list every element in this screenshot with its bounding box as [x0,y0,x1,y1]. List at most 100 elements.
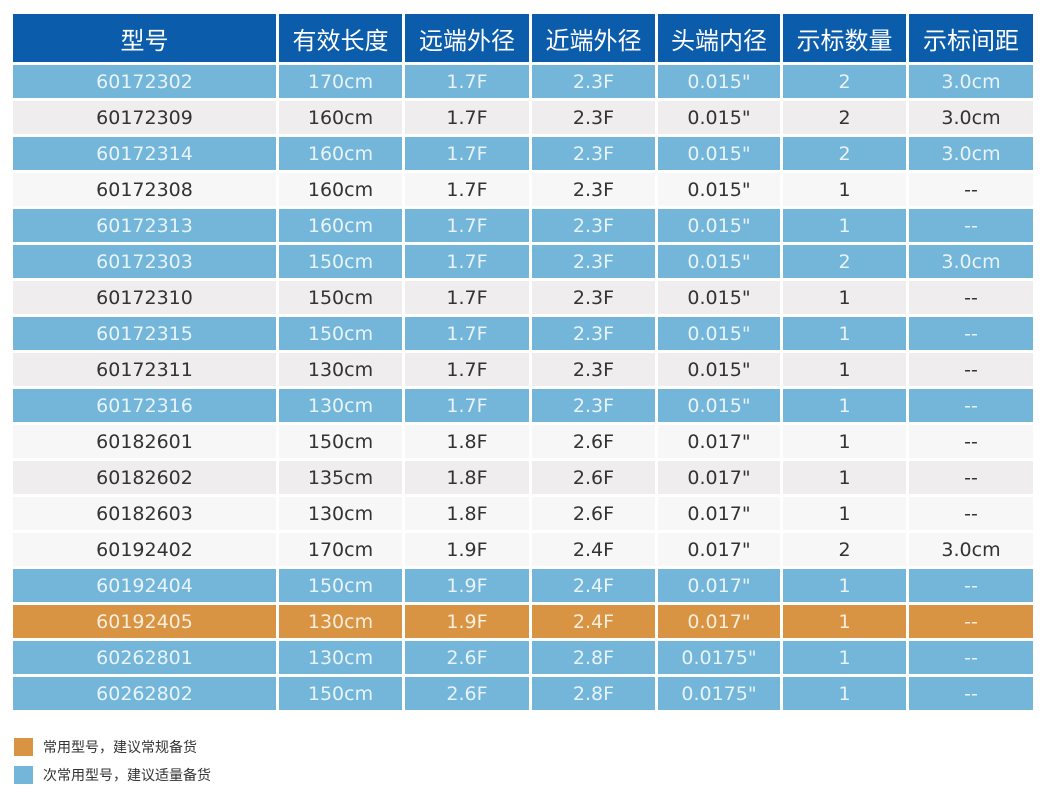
table-cell: -- [909,677,1033,710]
table-cell: 150cm [279,425,402,458]
table-cell: 3.0cm [909,65,1033,98]
table-cell: 3.0cm [909,245,1033,278]
table-cell: 130cm [279,605,402,638]
table-row: 60172313 160cm 1.7F 2.3F 0.015" 1 -- [13,209,1033,242]
table-cell: 1.7F [405,245,529,278]
table-cell: 2.4F [532,605,655,638]
table-cell: 2.3F [532,281,655,314]
table-cell: 2 [783,101,906,134]
table-row: 60182601 150cm 1.8F 2.6F 0.017" 1 -- [13,425,1033,458]
table-cell: 130cm [279,353,402,386]
table-cell: 60172314 [13,137,276,170]
table-cell: 60172309 [13,101,276,134]
table-cell: 2.3F [532,317,655,350]
table-cell: 1 [783,353,906,386]
table-cell: 1.8F [405,461,529,494]
table-cell: -- [909,353,1033,386]
table-cell: 1.7F [405,209,529,242]
table-cell: 3.0cm [909,137,1033,170]
table-cell: 1.8F [405,425,529,458]
table-body: 60172302 170cm 1.7F 2.3F 0.015" 2 3.0cm 6017230… [13,65,1033,710]
table-row: 60182603 130cm 1.8F 2.6F 0.017" 1 -- [13,497,1033,530]
table-cell: 1.7F [405,65,529,98]
table-cell: -- [909,605,1033,638]
table-cell: 1 [783,281,906,314]
table-row: 60172315 150cm 1.7F 2.3F 0.015" 1 -- [13,317,1033,350]
table-cell: 130cm [279,641,402,674]
table-cell: 1.7F [405,281,529,314]
table-cell: 2.3F [532,209,655,242]
table-row: 60172310 150cm 1.7F 2.3F 0.015" 1 -- [13,281,1033,314]
table-cell: 2 [783,533,906,566]
table-cell: 170cm [279,533,402,566]
column-header: 示标间距 [909,14,1033,62]
table-cell: 1 [783,497,906,530]
table-cell: 2.3F [532,137,655,170]
table-cell: 0.015" [658,137,780,170]
table-cell: 2.6F [532,425,655,458]
table-cell: 0.015" [658,353,780,386]
table-cell: 170cm [279,65,402,98]
catheter-spec-table: 型号 有效长度 远端外径 近端外径 头端内径 示标数量 示标间距 60172302 170cm… [10,11,1036,713]
table-cell: 1 [783,425,906,458]
column-header: 型号 [13,14,276,62]
table-cell: 2 [783,137,906,170]
table-row: 60262801 130cm 2.6F 2.8F 0.0175" 1 -- [13,641,1033,674]
table-cell: 1.7F [405,317,529,350]
legend-swatch-icon [14,738,33,756]
table-row: 60172311 130cm 1.7F 2.3F 0.015" 1 -- [13,353,1033,386]
table-cell: -- [909,173,1033,206]
table-cell: 60172302 [13,65,276,98]
table-cell: 150cm [279,281,402,314]
table-cell: 0.017" [658,461,780,494]
table-cell: 0.015" [658,317,780,350]
table-cell: 1 [783,173,906,206]
legend-swatch-icon [14,766,33,784]
table-cell: 60172311 [13,353,276,386]
table-row: 60172302 170cm 1.7F 2.3F 0.015" 2 3.0cm [13,65,1033,98]
table-cell: 0.015" [658,389,780,422]
table-cell: 0.015" [658,245,780,278]
column-header: 示标数量 [783,14,906,62]
table-cell: 160cm [279,209,402,242]
table-cell: 2.3F [532,101,655,134]
table-cell: 0.017" [658,569,780,602]
table-row: 60172316 130cm 1.7F 2.3F 0.015" 1 -- [13,389,1033,422]
table-cell: 0.015" [658,173,780,206]
table-cell: 0.0175" [658,677,780,710]
table-cell: 2 [783,65,906,98]
table-row: 60182602 135cm 1.8F 2.6F 0.017" 1 -- [13,461,1033,494]
table-cell: 60172308 [13,173,276,206]
table-cell: 1.9F [405,533,529,566]
table-cell: 1.7F [405,137,529,170]
table-cell: 150cm [279,317,402,350]
table-cell: 60172316 [13,389,276,422]
table-cell: 135cm [279,461,402,494]
table-cell: -- [909,497,1033,530]
table-cell: 1.7F [405,173,529,206]
legend-item: 次常用型号，建议适量备货 [14,761,211,789]
table-cell: 1.7F [405,101,529,134]
header-row: 型号 有效长度 远端外径 近端外径 头端内径 示标数量 示标间距 [13,14,1033,62]
table-row: 60172309 160cm 1.7F 2.3F 0.015" 2 3.0cm [13,101,1033,134]
table-cell: 2.6F [532,497,655,530]
table-cell: 160cm [279,101,402,134]
legend: 常用型号，建议常规备货次常用型号，建议适量备货 [14,733,211,789]
table-cell: 2.3F [532,245,655,278]
table-cell: 2.3F [532,389,655,422]
legend-label: 常用型号，建议常规备货 [43,740,197,756]
table-cell: 160cm [279,137,402,170]
table-row: 60192405 130cm 1.9F 2.4F 0.017" 1 -- [13,605,1033,638]
table-cell: 0.0175" [658,641,780,674]
table-cell: 2.3F [532,65,655,98]
table-cell: 0.017" [658,425,780,458]
table-cell: 1.9F [405,569,529,602]
table-cell: 1.7F [405,353,529,386]
table-cell: 60182602 [13,461,276,494]
table-cell: 0.015" [658,281,780,314]
table-cell: 130cm [279,389,402,422]
table-cell: 160cm [279,173,402,206]
table-row: 60172314 160cm 1.7F 2.3F 0.015" 2 3.0cm [13,137,1033,170]
table-cell: 1 [783,641,906,674]
table-cell: 60182601 [13,425,276,458]
